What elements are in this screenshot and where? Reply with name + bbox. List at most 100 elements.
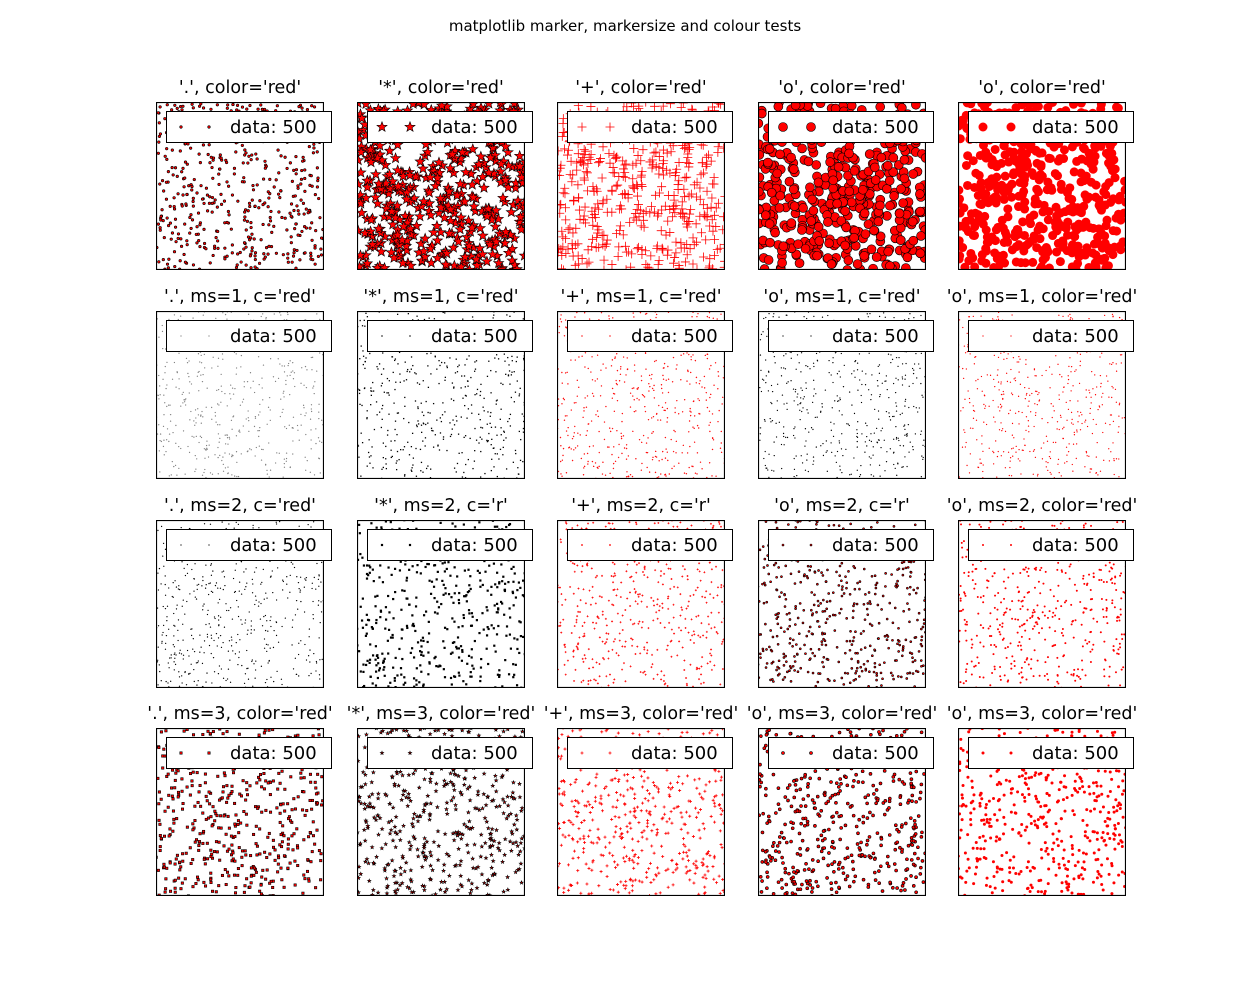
data-point: [692, 177, 702, 187]
data-point: [463, 263, 476, 269]
data-point: [1018, 423, 1020, 425]
data-point: [646, 251, 656, 261]
data-point: [219, 202, 224, 206]
data-point: [1014, 379, 1017, 382]
data-point: [673, 429, 675, 432]
data-point: [830, 442, 832, 444]
data-point: [252, 380, 254, 382]
data-point: [315, 150, 319, 154]
data-point: [1079, 353, 1082, 355]
data-point: [412, 319, 414, 321]
data-point: [662, 378, 665, 380]
data-point: [1055, 257, 1065, 267]
data-point: [693, 427, 695, 430]
data-point: [684, 162, 694, 172]
data-point: [1022, 449, 1024, 452]
data-point: [250, 387, 252, 389]
data-point: [259, 238, 263, 242]
data-point: [1056, 428, 1058, 430]
data-point: [490, 392, 492, 394]
data-point: [1033, 449, 1036, 451]
data-point: [719, 262, 724, 269]
data-point: [199, 435, 202, 437]
data-point: [1072, 385, 1074, 387]
data-point: [370, 455, 372, 457]
data-point: [208, 444, 210, 446]
data-point: [689, 445, 691, 448]
data-point: [299, 198, 303, 202]
data-point: [993, 185, 1003, 195]
data-point: [1112, 226, 1122, 236]
data-point: [688, 420, 691, 422]
legend-marker: [409, 335, 411, 337]
data-point: [279, 154, 283, 158]
data-point: [282, 408, 284, 410]
data-point: [803, 396, 805, 398]
data-point: [178, 267, 182, 269]
data-point: [1025, 359, 1027, 361]
data-point: [761, 378, 764, 380]
data-point: [989, 263, 999, 269]
data-point: [1020, 230, 1030, 240]
data-point: [281, 411, 283, 414]
data-point: [570, 409, 572, 411]
data-point: [181, 193, 185, 197]
data-point: [417, 245, 430, 257]
data-point: [1038, 207, 1048, 217]
data-point: [293, 194, 297, 198]
data-point: [431, 234, 444, 246]
data-point: [514, 391, 517, 393]
data-point: [175, 442, 177, 444]
data-point: [248, 254, 252, 258]
data-point: [1118, 404, 1121, 406]
data-point: [495, 354, 498, 356]
data-point: [246, 161, 250, 165]
data-point: [713, 198, 723, 208]
data-point: [221, 459, 223, 462]
data-point: [1071, 463, 1073, 466]
data-point: [1091, 370, 1093, 373]
data-point: [922, 456, 924, 459]
data-point: [242, 218, 247, 222]
data-point: [644, 410, 647, 413]
data-point: [1100, 386, 1102, 388]
data-point: [584, 257, 594, 267]
data-point: [922, 396, 924, 398]
data-point: [793, 468, 796, 471]
data-point: [391, 455, 393, 458]
data-point: [250, 198, 254, 202]
legend-handle: [581, 335, 611, 337]
data-point: [411, 467, 413, 469]
data-point: [393, 402, 395, 404]
data-point: [429, 412, 431, 414]
data-point: [870, 175, 881, 185]
data-point: [1076, 103, 1086, 108]
data-point: [458, 364, 460, 366]
plot-area: data: 500: [758, 311, 934, 479]
data-point: [359, 389, 361, 392]
data-point: [990, 158, 1000, 168]
data-point: [426, 352, 428, 355]
data-point: [385, 463, 387, 465]
data-point: [895, 410, 898, 412]
data-point: [583, 465, 586, 468]
data-point: [1036, 475, 1039, 477]
data-point: [159, 433, 162, 435]
data-point: [203, 312, 206, 313]
data-point: [1060, 475, 1062, 477]
data-point: [997, 369, 999, 371]
data-point: [574, 193, 584, 203]
data-point: [885, 461, 888, 463]
data-point: [688, 233, 698, 243]
data-point: [227, 466, 229, 468]
data-point: [812, 460, 815, 462]
data-point: [451, 189, 463, 201]
data-point: [1072, 156, 1082, 166]
data-point: [573, 449, 575, 451]
data-point: [717, 420, 719, 423]
data-point: [593, 228, 603, 238]
data-point: [253, 257, 257, 262]
data-point: [502, 181, 515, 193]
data-point: [262, 252, 266, 256]
data-point: [395, 185, 408, 197]
